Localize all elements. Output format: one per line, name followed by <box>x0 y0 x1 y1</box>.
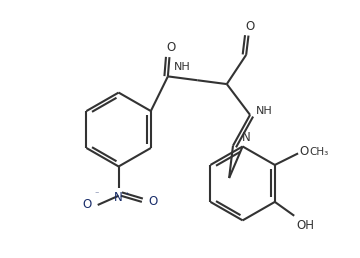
Text: O: O <box>166 41 176 54</box>
Text: NH: NH <box>174 62 191 72</box>
Text: O: O <box>82 198 91 212</box>
Text: O: O <box>300 145 309 158</box>
Text: N: N <box>114 191 123 204</box>
Text: N: N <box>242 132 251 144</box>
Text: O: O <box>246 20 255 33</box>
Text: CH₃: CH₃ <box>309 147 328 157</box>
Text: ⁻: ⁻ <box>95 190 99 199</box>
Text: O: O <box>148 195 157 208</box>
Text: NH: NH <box>256 106 273 116</box>
Text: OH: OH <box>297 219 315 232</box>
Text: ⁺: ⁺ <box>125 191 129 200</box>
